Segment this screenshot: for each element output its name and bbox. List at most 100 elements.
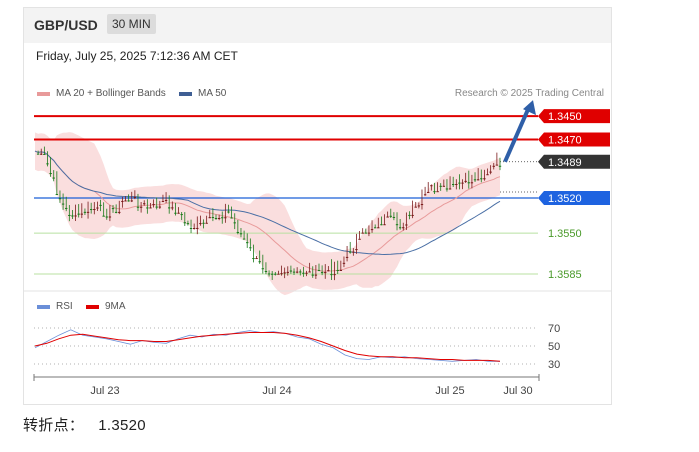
candle-body (423, 194, 427, 196)
ma20-swatch (37, 91, 50, 96)
candle-body (380, 224, 383, 226)
legend-ma50-label: MA 50 (198, 88, 227, 99)
candle-body (239, 233, 243, 235)
level-label-1.3450: 1.3450 (548, 111, 582, 123)
level-tag-1.3470 (538, 132, 610, 147)
candle-body (242, 238, 246, 240)
candle-body (118, 211, 121, 213)
timestamp: Friday, July 25, 2025 7:12:36 AM CET (36, 49, 238, 63)
candle-body (342, 262, 346, 264)
candle-body (370, 229, 374, 231)
candle-body (339, 269, 343, 271)
candle-body (402, 227, 405, 229)
candle-body (221, 217, 224, 219)
ma9-swatch (86, 304, 99, 309)
candle-body (405, 224, 408, 226)
candle-body (155, 206, 158, 208)
candle-body (320, 272, 324, 274)
candle-body (458, 182, 461, 184)
rsi-tick-30: 30 (548, 359, 560, 371)
timeframe-badge[interactable]: 30 MIN (107, 14, 156, 34)
candle-body (317, 270, 321, 272)
candle-body (299, 271, 302, 273)
candle-body (130, 200, 133, 202)
candle-body (280, 273, 283, 275)
candle-body (361, 232, 364, 234)
candle-body (236, 231, 240, 233)
candle-body (427, 191, 430, 193)
legend-ma20-label: MA 20 + Bollinger Bands (56, 88, 166, 99)
candle-body (286, 271, 289, 273)
x-tick-label: Jul 23 (90, 385, 119, 397)
candle-body (186, 223, 190, 225)
legend-rsi-label: RSI (56, 301, 73, 312)
candle-body (398, 227, 402, 229)
candle-body (227, 211, 230, 213)
candle-body (124, 200, 127, 202)
candle-body (99, 204, 102, 206)
candle-body (146, 207, 149, 209)
candle-body (74, 215, 77, 217)
candle-body (498, 165, 502, 167)
candle-body (355, 249, 358, 251)
candle-body (96, 207, 99, 209)
x-tick-label: Jul 25 (435, 385, 464, 397)
candle-body (352, 251, 355, 253)
candle-body (49, 173, 52, 175)
candle-body (152, 204, 155, 206)
candle-body (395, 224, 399, 226)
candle-body (264, 271, 268, 273)
candle-body (417, 205, 421, 207)
candle-body (467, 182, 470, 184)
level-label-1.3470: 1.3470 (548, 135, 582, 147)
level-label-1.3550: 1.3550 (548, 228, 582, 240)
candle-body (492, 165, 495, 167)
candle-body (439, 185, 442, 187)
candle-body (489, 171, 492, 173)
candle-body (77, 213, 80, 215)
candle-body (192, 227, 196, 229)
candle-body (289, 270, 293, 272)
candle-body (430, 185, 433, 187)
research-credit: Research © 2025 Trading Central (454, 88, 604, 99)
candle-body (80, 213, 84, 215)
pivot-value: 1.3520 (98, 417, 146, 434)
level-label-1.3520: 1.3520 (548, 193, 582, 205)
candle-body (486, 174, 489, 176)
candle-body (158, 206, 162, 208)
candle-body (83, 211, 87, 213)
x-tick-label: Jul 24 (262, 385, 291, 397)
ma20-line (34, 150, 501, 272)
ma50-line (34, 150, 501, 256)
rsi-tick-50: 50 (548, 341, 560, 353)
candle-body (408, 214, 411, 216)
candle-body (114, 211, 118, 213)
candle-body (349, 251, 352, 253)
candle-body (93, 209, 96, 211)
candle-body (177, 212, 180, 214)
candle-body (311, 274, 314, 276)
forecast-arrow-shaft (503, 106, 531, 163)
candle-body (71, 215, 74, 217)
candle-body (121, 200, 124, 202)
candle-body (274, 273, 277, 275)
candle-body (102, 215, 105, 217)
candle-body (414, 206, 417, 208)
candle-body (305, 272, 308, 274)
level-tag-1.3450 (538, 109, 610, 124)
candle-body (105, 216, 108, 218)
candle-body (308, 271, 311, 273)
candle-body (373, 227, 377, 229)
candle-body (199, 223, 202, 225)
candle-body (330, 274, 333, 276)
candle-body (345, 256, 349, 258)
forecast-arrow-head (523, 100, 536, 116)
candle-body (411, 214, 414, 216)
candle-body (270, 273, 274, 275)
candle-body (302, 272, 305, 274)
candle-body (252, 258, 255, 260)
candle-body (211, 216, 215, 218)
candle-body (127, 200, 130, 202)
candle-body (180, 214, 183, 216)
